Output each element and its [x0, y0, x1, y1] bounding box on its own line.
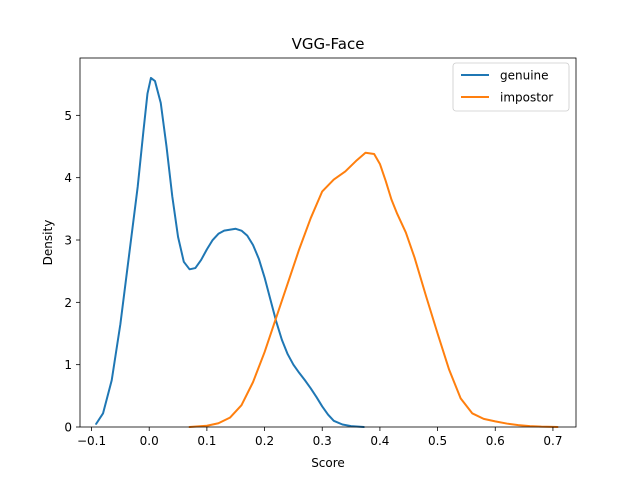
series-line-genuine — [95, 76, 365, 428]
x-tick-label: 0.4 — [370, 434, 389, 448]
x-tick-label: 0.7 — [543, 434, 562, 448]
y-tick-label: 1 — [64, 358, 72, 372]
legend-label-impostor: impostor — [500, 91, 553, 105]
y-axis: 0 1 2 3 4 5 — [64, 109, 80, 435]
legend-label-genuine: genuine — [500, 69, 549, 83]
y-tick-label: 2 — [64, 296, 72, 310]
chart-title: VGG-Face — [292, 35, 365, 53]
series-line-impostor — [188, 151, 559, 428]
y-tick-label: 0 — [64, 421, 72, 435]
plot-area — [95, 76, 559, 428]
y-tick-label: 5 — [64, 109, 72, 123]
x-tick-label: 0.3 — [313, 434, 332, 448]
x-tick-label: 0.2 — [255, 434, 274, 448]
y-tick-label: 3 — [64, 234, 72, 248]
x-tick-label: 0.6 — [486, 434, 505, 448]
x-tick-label: 0.5 — [428, 434, 447, 448]
y-axis-label: Density — [41, 220, 55, 266]
x-axis: −0.1 0.0 0.1 0.2 0.3 0.4 0.5 0.6 0.7 — [77, 427, 562, 448]
x-tick-label: 0.0 — [140, 434, 159, 448]
x-axis-label: Score — [311, 456, 345, 470]
legend: genuine impostor — [452, 62, 570, 112]
x-tick-label: −0.1 — [77, 434, 106, 448]
y-tick-label: 4 — [64, 171, 72, 185]
plot-frame — [79, 57, 577, 428]
x-tick-label: 0.1 — [197, 434, 216, 448]
